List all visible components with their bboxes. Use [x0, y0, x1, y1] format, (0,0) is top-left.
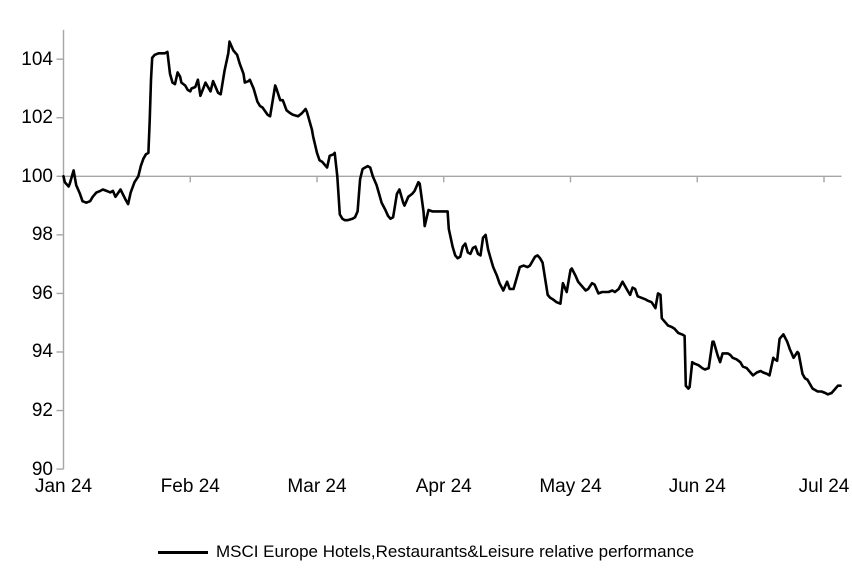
y-axis-tick-label: 94: [31, 341, 53, 363]
y-axis-tick-label: 104: [21, 48, 53, 70]
y-axis-tick-label: 100: [21, 165, 53, 187]
y-axis-tick-label: 102: [21, 107, 53, 129]
x-axis-tick-label: Apr 24: [415, 476, 472, 497]
legend-label: MSCI Europe Hotels,Restaurants&Leisure r…: [215, 542, 695, 561]
x-axis-tick-label: Jul 24: [798, 476, 850, 497]
data-series: [62, 40, 842, 396]
axes: [56, 29, 842, 470]
y-axis-tick-label: 98: [31, 224, 53, 246]
x-axis-tick-label: Jun 24: [668, 476, 726, 497]
y-axis-tick-label: 90: [31, 458, 53, 480]
series-line: [62, 40, 842, 396]
x-axis-tick-label: May 24: [539, 476, 602, 497]
y-axis-tick-label: 92: [31, 400, 53, 422]
legend-line-sample: [157, 550, 208, 554]
y-axis-tick-label: 96: [31, 282, 53, 304]
x-axis-tick-label: Feb 24: [160, 476, 220, 497]
x-axis-tick-label: Jan 24: [34, 476, 93, 497]
x-axis-tick-label: Mar 24: [287, 476, 347, 497]
legend: MSCI Europe Hotels,Restaurants&Leisure r…: [0, 542, 852, 562]
